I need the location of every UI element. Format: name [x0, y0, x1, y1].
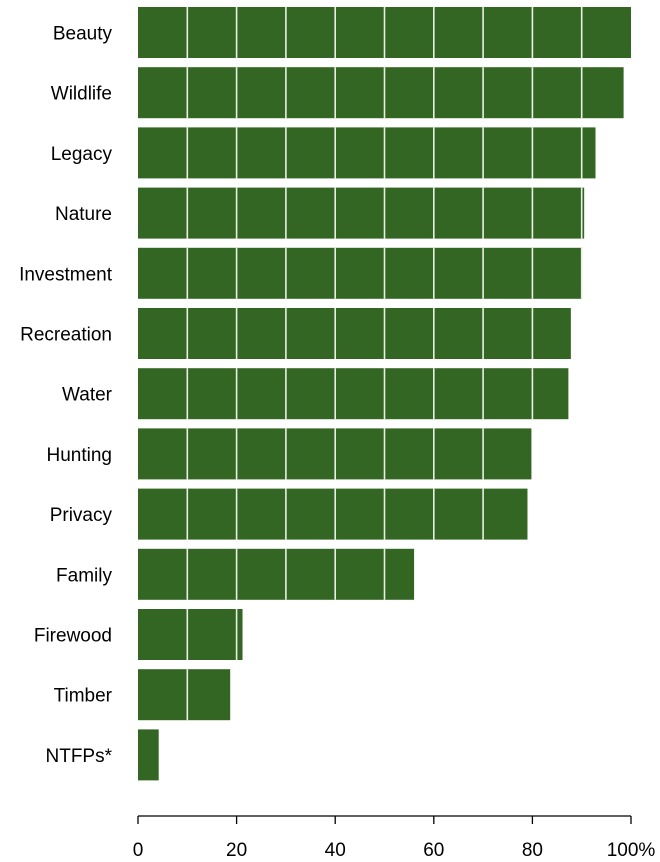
- category-label-firewood: Firewood: [34, 626, 112, 647]
- category-label-investment: Investment: [19, 264, 113, 285]
- bar-timber: [138, 669, 231, 721]
- bar-investment: [138, 247, 583, 299]
- bars-group: [138, 7, 631, 781]
- bar-family: [138, 548, 415, 600]
- bar-water: [138, 368, 569, 420]
- bar-nature: [138, 187, 585, 239]
- bar-legacy: [138, 127, 596, 179]
- category-label-family: Family: [56, 565, 112, 586]
- bar-ntfps: [138, 729, 159, 781]
- category-labels: Beauty Wildlife Legacy Nature Investment Recr…: [19, 24, 113, 767]
- x-tick-label: 40: [325, 840, 346, 861]
- category-label-wildlife: Wildlife: [51, 84, 112, 105]
- category-label-timber: Timber: [54, 686, 113, 707]
- category-label-recreation: Recreation: [20, 325, 112, 346]
- category-label-legacy: Legacy: [51, 144, 113, 165]
- bar-wildlife: [138, 67, 624, 119]
- x-axis: 0 20 40 60 80 100%: [133, 815, 656, 861]
- category-label-privacy: Privacy: [50, 505, 113, 526]
- x-tick-label: 60: [423, 840, 444, 861]
- bar-privacy: [138, 488, 528, 540]
- x-tick-label: 80: [522, 840, 543, 861]
- category-label-ntfps: NTFPs*: [46, 746, 113, 767]
- category-label-beauty: Beauty: [53, 24, 113, 45]
- bar-firewood: [138, 609, 243, 660]
- x-tick-label: 0: [133, 840, 144, 861]
- bar-recreation: [138, 308, 571, 359]
- x-tick-label: 100%: [607, 840, 656, 861]
- category-label-hunting: Hunting: [47, 445, 113, 466]
- x-tick-label: 20: [226, 840, 247, 861]
- category-label-water: Water: [62, 385, 113, 406]
- category-label-nature: Nature: [55, 204, 112, 225]
